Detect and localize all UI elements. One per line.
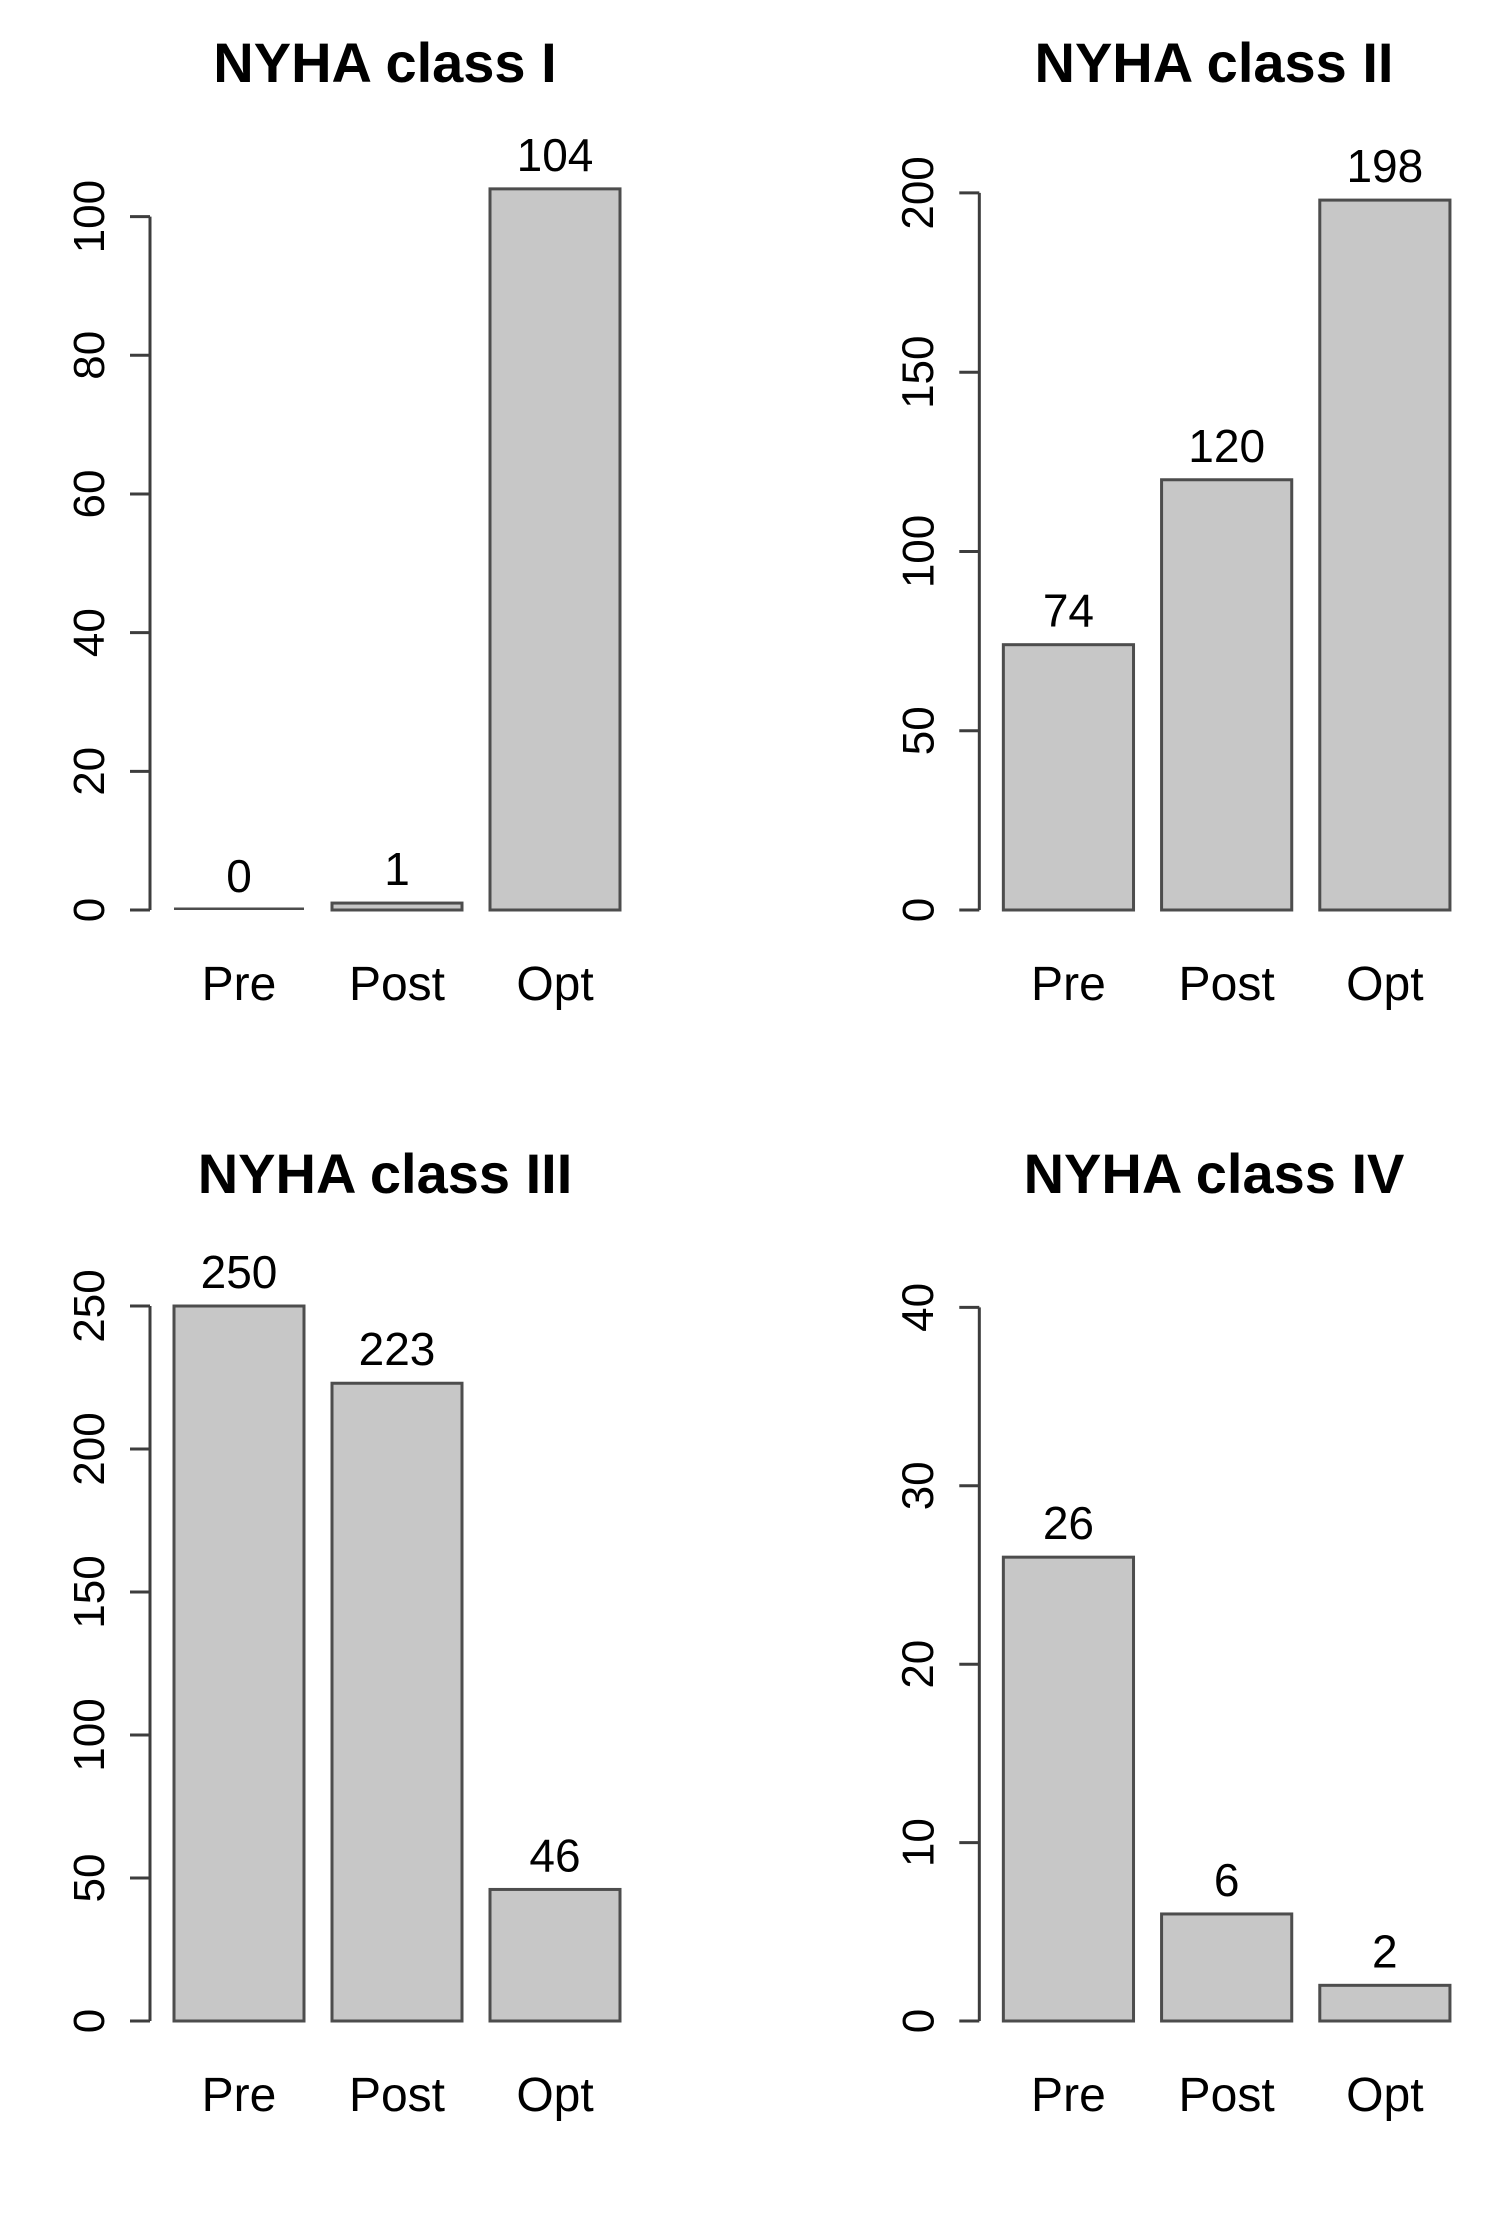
y-axis-tick-label: 40 — [894, 1283, 943, 1332]
y-axis-tick-label: 30 — [894, 1461, 943, 1510]
bar-value-label: 223 — [359, 1323, 436, 1375]
y-axis-tick-label: 40 — [65, 608, 114, 657]
bar-plot-svg: 0 10 20 30 40 26 Pre 6 Post 2 Opt — [894, 1283, 1452, 2122]
bar-opt — [1318, 198, 1452, 912]
y-axis-tick-label: 20 — [65, 747, 114, 796]
chart-title: NYHA class II — [1034, 31, 1394, 94]
bar-value-label: 104 — [517, 129, 594, 181]
y-axis-tick-label: 100 — [65, 180, 114, 253]
bar-plot-svg: 0 50 100 150 200 74 Pre 120 Post 198 Opt — [894, 140, 1452, 1011]
chart-title: NYHA class III — [197, 1142, 573, 1205]
chart-title: NYHA class IV — [1023, 1142, 1405, 1205]
bar-value-label: 198 — [1346, 140, 1423, 192]
bar-opt — [488, 187, 622, 912]
bar-pre — [174, 907, 304, 910]
bar-post — [1160, 478, 1294, 912]
x-category-label: Post — [1179, 2069, 1275, 2122]
chart-panel-nyha-class-i: NYHA class I 0 20 40 60 80 100 0 Pre 1 Post 104 Opt — [0, 0, 742, 1111]
y-axis-tick-label: 200 — [65, 1412, 114, 1485]
y-axis-tick-label: 150 — [894, 335, 943, 408]
y-axis-tick-label: 10 — [894, 1818, 943, 1867]
x-category-label: Pre — [1031, 2069, 1106, 2122]
bar-value-label: 6 — [1214, 1854, 1240, 1906]
x-category-label: Opt — [1346, 958, 1423, 1011]
bar-value-label: 74 — [1043, 585, 1094, 637]
x-category-label: Pre — [202, 958, 277, 1011]
bar-post — [1160, 1912, 1294, 2023]
x-category-label: Opt — [516, 2069, 593, 2122]
chart-panel-nyha-class-iii: NYHA class III 0 50 100 150 200 250 250 Pre 223 P… — [0, 1111, 742, 2222]
bar-post — [330, 1381, 464, 2023]
bar-value-label: 46 — [529, 1829, 580, 1881]
x-category-label: Post — [1179, 958, 1275, 1011]
bar-value-label: 0 — [226, 850, 252, 902]
chart-panel-nyha-class-ii: NYHA class II 0 50 100 150 200 74 Pre 120 Post 19… — [742, 0, 1485, 1111]
x-category-label: Post — [349, 2069, 445, 2122]
x-category-label: Opt — [1346, 2069, 1423, 2122]
y-axis-tick-label: 60 — [65, 469, 114, 518]
bar-pre — [172, 1304, 306, 2023]
x-category-label: Pre — [1031, 958, 1106, 1011]
bar-value-label: 120 — [1188, 420, 1265, 472]
chart-title: NYHA class I — [213, 31, 557, 94]
y-axis-tick-label: 20 — [894, 1640, 943, 1689]
y-axis-tick-label: 200 — [894, 156, 943, 229]
bar-plot-svg: 0 50 100 150 200 250 250 Pre 223 Post 46 Opt — [65, 1246, 622, 2122]
y-axis-tick-label: 0 — [894, 898, 943, 922]
y-axis-tick-label: 50 — [894, 706, 943, 755]
bar-pre — [1001, 1555, 1136, 2023]
y-axis-tick-label: 0 — [65, 2009, 114, 2033]
y-axis-tick-label: 50 — [65, 1854, 114, 1903]
chart-panel-nyha-class-iv: NYHA class IV 0 10 20 30 40 26 Pre 6 Post 2 Opt — [742, 1111, 1485, 2222]
bar-value-label: 26 — [1043, 1497, 1094, 1549]
y-axis-tick-label: 100 — [894, 515, 943, 588]
bar-value-label: 2 — [1372, 1925, 1398, 1977]
x-category-label: Opt — [516, 958, 593, 1011]
bar-pre — [1001, 643, 1136, 912]
bar-value-label: 250 — [201, 1246, 278, 1298]
bar-post — [330, 901, 464, 912]
x-category-label: Pre — [202, 2069, 277, 2122]
bar-opt — [1318, 1983, 1452, 2023]
bar-value-label: 1 — [384, 843, 410, 895]
bar-plot-svg: 0 20 40 60 80 100 0 Pre 1 Post 104 Opt — [65, 129, 622, 1011]
y-axis-tick-label: 0 — [894, 2009, 943, 2033]
y-axis-tick-label: 150 — [65, 1555, 114, 1628]
bar-opt — [488, 1887, 622, 2023]
y-axis-tick-label: 80 — [65, 331, 114, 380]
x-category-label: Post — [349, 958, 445, 1011]
y-axis-tick-label: 0 — [65, 898, 114, 922]
y-axis-tick-label: 100 — [65, 1698, 114, 1771]
y-axis-tick-label: 250 — [65, 1269, 114, 1342]
